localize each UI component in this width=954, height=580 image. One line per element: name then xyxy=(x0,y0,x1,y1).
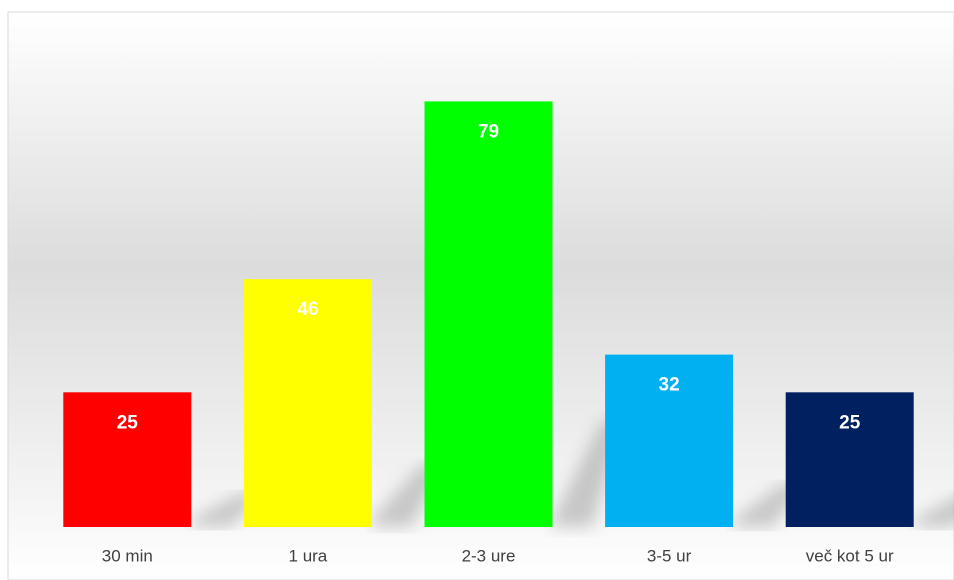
data-label: 25 xyxy=(117,412,139,433)
x-tick-label: 2-3 ure xyxy=(462,546,516,565)
x-tick-label: 30 min xyxy=(102,546,153,565)
bar xyxy=(63,392,192,527)
x-tick-label: več kot 5 ur xyxy=(806,546,894,565)
bar-shadow xyxy=(191,493,262,527)
bar xyxy=(605,354,734,527)
bar xyxy=(785,392,914,527)
bar xyxy=(424,101,553,527)
data-label: 46 xyxy=(297,299,318,320)
x-tick-label: 1 ura xyxy=(289,546,328,565)
x-tick-label: 3-5 ur xyxy=(647,546,692,565)
bar xyxy=(243,279,372,527)
data-label: 25 xyxy=(839,412,861,433)
bar-shadow xyxy=(552,420,623,527)
data-label: 32 xyxy=(659,375,680,396)
bar-shadow xyxy=(733,483,804,527)
bar-shadow xyxy=(913,498,954,527)
data-label: 79 xyxy=(478,121,499,142)
bar-shadow xyxy=(371,465,442,527)
